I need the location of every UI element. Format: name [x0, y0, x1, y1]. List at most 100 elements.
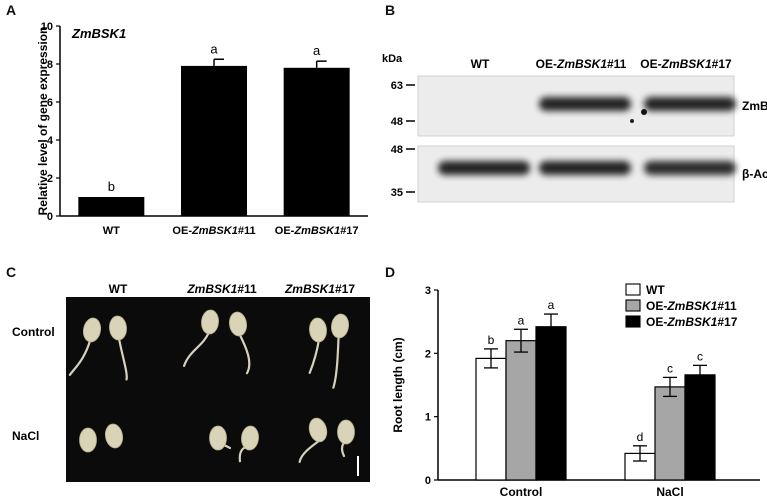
bar	[505, 340, 537, 481]
seed-kernel	[79, 427, 97, 453]
column-label: ZmBSK1#11	[186, 282, 257, 296]
y-tick-label: 4	[47, 135, 54, 147]
protein-label: ZmBSK1	[742, 99, 767, 113]
panel-label-c: C	[6, 264, 17, 280]
seed-kernel	[241, 425, 259, 451]
blot-band	[644, 97, 736, 111]
blot-band	[644, 161, 736, 175]
seedling-root	[332, 334, 340, 389]
seed-kernel	[201, 309, 219, 335]
y-tick-label: 2	[47, 173, 53, 185]
bar	[535, 326, 567, 481]
x-tick-label: OE-ZmBSK1#17	[275, 225, 359, 237]
column-label: ZmBSK1#17	[284, 282, 355, 296]
y-tick-label: 0	[47, 211, 53, 223]
blot-band	[539, 161, 631, 175]
seed-kernel	[308, 417, 328, 443]
panel-label-a: A	[6, 2, 17, 18]
bar	[654, 386, 686, 481]
protein-label: β-Actin	[742, 167, 767, 181]
marker-label: 48	[391, 144, 403, 156]
legend-swatch	[625, 299, 641, 312]
legend-swatch	[625, 315, 641, 328]
significance-letter: c	[667, 361, 673, 375]
legend-label: OE-ZmBSK1#17	[646, 315, 738, 329]
seed-wt-nacl	[104, 423, 124, 449]
seed-kernel	[309, 317, 327, 343]
seed-wt-control	[68, 317, 102, 376]
root-length-bar-chart: 0 1 2 3 Root length (cm) Control NaCl b d a c a c WT O…	[391, 283, 760, 499]
seed-wt-nacl	[79, 427, 97, 453]
marker-label: 35	[391, 187, 403, 199]
seed-kernel	[82, 317, 102, 343]
blot-speckle	[641, 109, 647, 115]
y-tick-label: 10	[41, 21, 53, 33]
marker-label: 48	[391, 116, 403, 128]
significance-letter: b	[108, 179, 115, 194]
bar	[78, 197, 145, 216]
seed-wt-control	[109, 315, 128, 381]
significance-letter: a	[210, 41, 218, 56]
significance-letter: d	[637, 430, 644, 444]
y-tick-label: 1	[425, 412, 431, 424]
legend-swatch	[625, 283, 641, 296]
seedling-root	[238, 332, 251, 375]
seed-kernel	[104, 423, 124, 449]
legend-label: WT	[646, 283, 665, 297]
y-tick-label: 2	[425, 348, 431, 360]
y-tick-label: 8	[47, 59, 53, 71]
seedling-root	[117, 336, 128, 381]
y-tick-label: 3	[425, 285, 431, 297]
bar	[475, 357, 507, 481]
lane-label: OE-ZmBSK1#11	[536, 57, 627, 71]
column-label: WT	[109, 282, 128, 296]
seed-kernel	[331, 313, 349, 339]
lane-label: WT	[471, 57, 490, 71]
y-axis-label: Relative level of gene expression	[36, 27, 50, 216]
seed-17-nacl	[298, 417, 328, 463]
x-tick-label: Control	[500, 485, 543, 499]
seed-kernel	[109, 315, 127, 341]
significance-letter: a	[548, 298, 555, 312]
row-label: NaCl	[12, 429, 39, 443]
seed-11-nacl	[238, 425, 259, 463]
seedling-root	[182, 330, 211, 368]
seed-kernel	[209, 425, 227, 451]
x-tick-label: WT	[103, 225, 120, 237]
row-label: Control	[12, 325, 55, 339]
seed-kernel	[337, 419, 355, 445]
seed-11-nacl	[209, 425, 232, 451]
blot-band	[438, 161, 530, 175]
y-axis-label: Root length (cm)	[391, 337, 405, 432]
panel-label-b: B	[385, 2, 396, 18]
legend-label: OE-ZmBSK1#11	[646, 299, 737, 313]
seed-17-control	[308, 317, 327, 374]
bar	[684, 374, 716, 481]
blot-speckle	[630, 119, 634, 123]
bar	[181, 65, 247, 217]
y-tick-label: 6	[47, 97, 53, 109]
panel-label-d: D	[385, 264, 396, 280]
marker-label: 63	[391, 80, 403, 92]
seedling-root	[68, 338, 92, 376]
seed-17-nacl	[337, 419, 355, 458]
x-tick-label: OE-ZmBSK1#11	[172, 225, 255, 237]
seedling-photo-panel: WT ZmBSK1#11 ZmBSK1#17 Control NaCl	[12, 282, 370, 482]
seedling-root	[308, 338, 320, 374]
significance-letter: b	[488, 333, 495, 347]
seed-11-control	[182, 309, 219, 368]
seed-11-control	[229, 311, 251, 375]
seed-kernel	[229, 311, 247, 337]
chart-title: ZmBSK1	[71, 26, 126, 41]
blot-band	[539, 97, 631, 111]
significance-letter: c	[697, 349, 703, 363]
bar	[283, 67, 350, 216]
lane-label: OE-ZmBSK1#17	[640, 57, 732, 71]
significance-letter: a	[313, 43, 321, 58]
seed-17-control	[331, 313, 349, 389]
significance-letter: a	[518, 313, 525, 327]
western-blot: kDa WT OE-ZmBSK1#11 OE-ZmBSK1#17 63 48 ZmBSK1 4…	[382, 53, 767, 203]
blot-unit-label: kDa	[382, 53, 403, 65]
y-tick-label: 0	[425, 475, 431, 487]
